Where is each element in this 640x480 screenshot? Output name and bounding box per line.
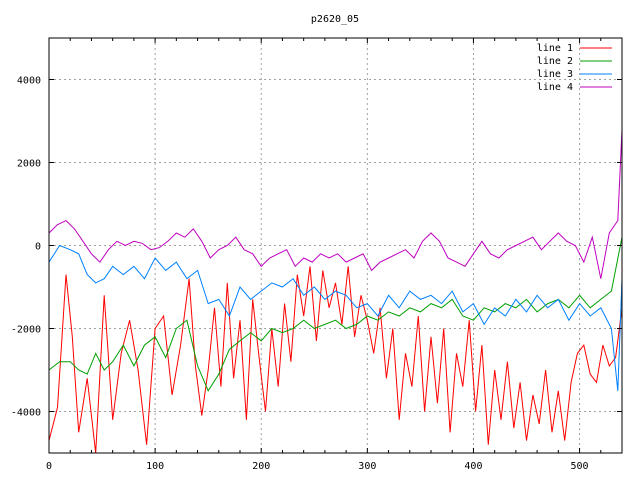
- x-tick-label: 200: [252, 461, 270, 472]
- chart-title: p2620_05: [311, 14, 359, 25]
- series-layer: [49, 129, 622, 453]
- grid: [49, 38, 622, 453]
- legend: line 1 line 2 line 3 line 4: [537, 43, 612, 93]
- legend-label-1: line 1: [537, 43, 573, 54]
- y-tick-label: -4000: [11, 408, 41, 419]
- x-tick-label: 500: [571, 461, 589, 472]
- series-line-1: [49, 266, 622, 453]
- y-tick-label: 4000: [17, 76, 41, 87]
- x-tick-label: 400: [464, 461, 482, 472]
- legend-label-4: line 4: [537, 82, 573, 93]
- x-tick-label: 100: [146, 461, 164, 472]
- series-line-4: [49, 129, 622, 279]
- x-tick-label: 300: [358, 461, 376, 472]
- y-tick-label: 2000: [17, 159, 41, 170]
- y-tick-label: -2000: [11, 325, 41, 336]
- series-line-2: [49, 237, 622, 392]
- axes: 0 100 200 300 400 500 -4000 -2000 0 2000 4000: [11, 37, 623, 472]
- legend-label-2: line 2: [537, 56, 573, 67]
- legend-label-3: line 3: [537, 69, 573, 80]
- y-tick-label: 0: [35, 242, 41, 253]
- x-tick-label: 0: [46, 461, 52, 472]
- series-line-3: [49, 244, 622, 391]
